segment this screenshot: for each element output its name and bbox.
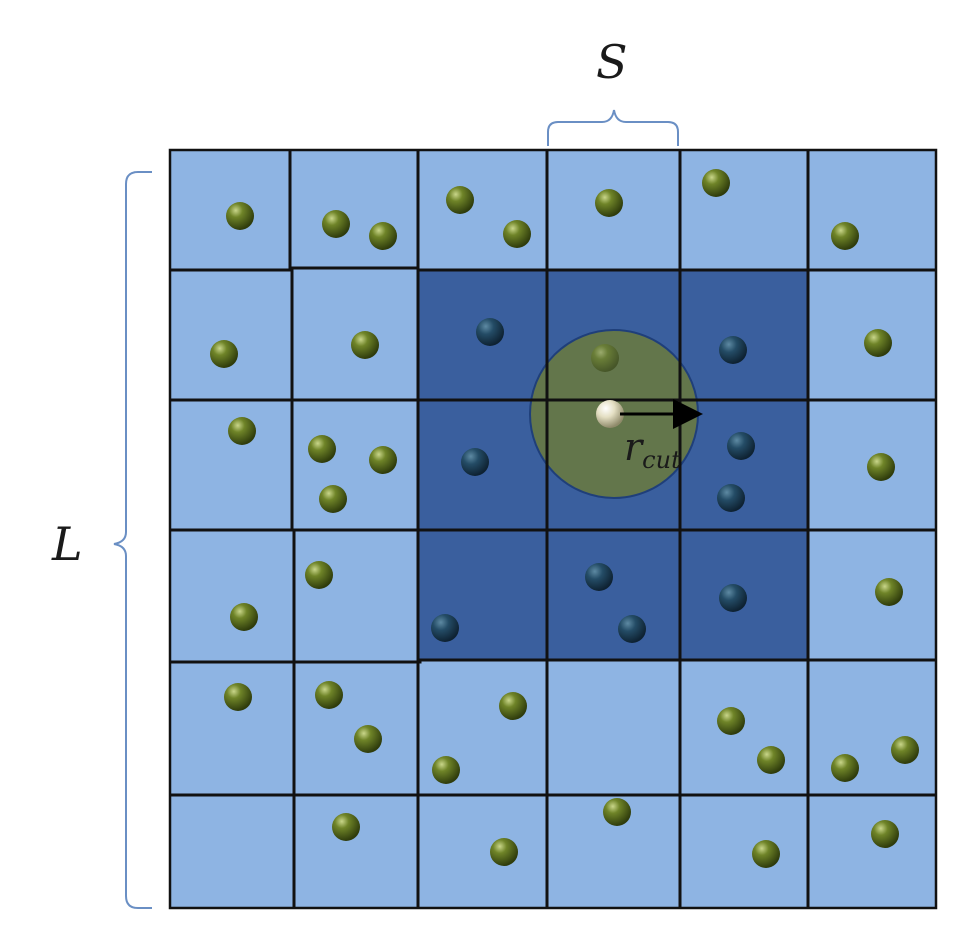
particle bbox=[319, 485, 347, 513]
cutoff-label: rcut bbox=[624, 425, 681, 474]
particle bbox=[354, 725, 382, 753]
particle bbox=[230, 603, 258, 631]
particle bbox=[757, 746, 785, 774]
particle bbox=[351, 331, 379, 359]
particle bbox=[717, 707, 745, 735]
particle bbox=[875, 578, 903, 606]
particle bbox=[499, 692, 527, 720]
cell-grid-lines bbox=[168, 148, 938, 910]
cell-size-brace bbox=[547, 109, 679, 146]
particle bbox=[595, 189, 623, 217]
particle bbox=[315, 681, 343, 709]
cutoff-subscript: cut bbox=[642, 446, 681, 474]
neighbor-particle bbox=[719, 584, 747, 612]
particle bbox=[369, 446, 397, 474]
neighbor-particle bbox=[461, 448, 489, 476]
particle bbox=[867, 453, 895, 481]
particle bbox=[224, 683, 252, 711]
particle bbox=[871, 820, 899, 848]
particle bbox=[308, 435, 336, 463]
particle bbox=[305, 561, 333, 589]
cell-size-label: S bbox=[596, 35, 628, 89]
particles bbox=[210, 169, 919, 868]
particle bbox=[210, 340, 238, 368]
particle bbox=[322, 210, 350, 238]
box-length-brace bbox=[113, 171, 152, 909]
neighbor-particle bbox=[476, 318, 504, 346]
neighbor-particle bbox=[618, 615, 646, 643]
central-particle bbox=[596, 400, 624, 428]
particle bbox=[831, 222, 859, 250]
particle bbox=[603, 798, 631, 826]
particle bbox=[332, 813, 360, 841]
particle bbox=[228, 417, 256, 445]
box-length-label: L bbox=[51, 517, 83, 571]
particle bbox=[702, 169, 730, 197]
particle bbox=[226, 202, 254, 230]
neighbor-particle-in-cutoff bbox=[591, 344, 619, 372]
particle bbox=[446, 186, 474, 214]
neighbor-particle bbox=[727, 432, 755, 460]
cutoff-symbol: r bbox=[624, 425, 645, 469]
particle bbox=[752, 840, 780, 868]
neighbor-particle bbox=[717, 484, 745, 512]
particle bbox=[831, 754, 859, 782]
particle bbox=[864, 329, 892, 357]
particle bbox=[369, 222, 397, 250]
particle bbox=[432, 756, 460, 784]
particle bbox=[490, 838, 518, 866]
neighbor-particle bbox=[585, 563, 613, 591]
neighbor-particles bbox=[431, 318, 755, 643]
neighbor-particle bbox=[719, 336, 747, 364]
neighbor-particle bbox=[431, 614, 459, 642]
particle bbox=[503, 220, 531, 248]
particle bbox=[891, 736, 919, 764]
